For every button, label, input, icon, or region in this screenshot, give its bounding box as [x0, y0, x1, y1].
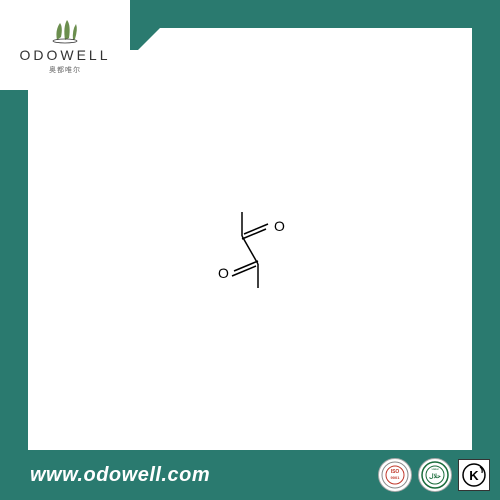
oxygen-atom-label: O	[218, 265, 229, 281]
svg-text:حلال: حلال	[429, 473, 441, 480]
svg-text:K: K	[469, 468, 479, 483]
brand-tagline: 奥都唯尔	[49, 65, 81, 75]
leaf-logo-icon	[45, 15, 85, 45]
brand-logo-area: ODOWELL 奥都唯尔	[0, 0, 130, 90]
kosher-badge-icon: K	[458, 459, 490, 491]
svg-text:Halal: Halal	[432, 467, 439, 471]
oxygen-atom-label: O	[274, 218, 285, 234]
svg-text:9001: 9001	[391, 475, 401, 480]
certification-badges: ISO 9001 حلال Halal K	[378, 458, 490, 492]
chemical-structure-diagram: O O	[190, 200, 310, 300]
halal-badge-icon: حلال Halal	[418, 458, 452, 492]
footer-bar: www.odowell.com ISO 9001 حلال Halal K	[0, 450, 500, 500]
brand-name: ODOWELL	[19, 47, 110, 63]
website-url: www.odowell.com	[30, 464, 210, 487]
iso-9001-badge-icon: ISO 9001	[378, 458, 412, 492]
